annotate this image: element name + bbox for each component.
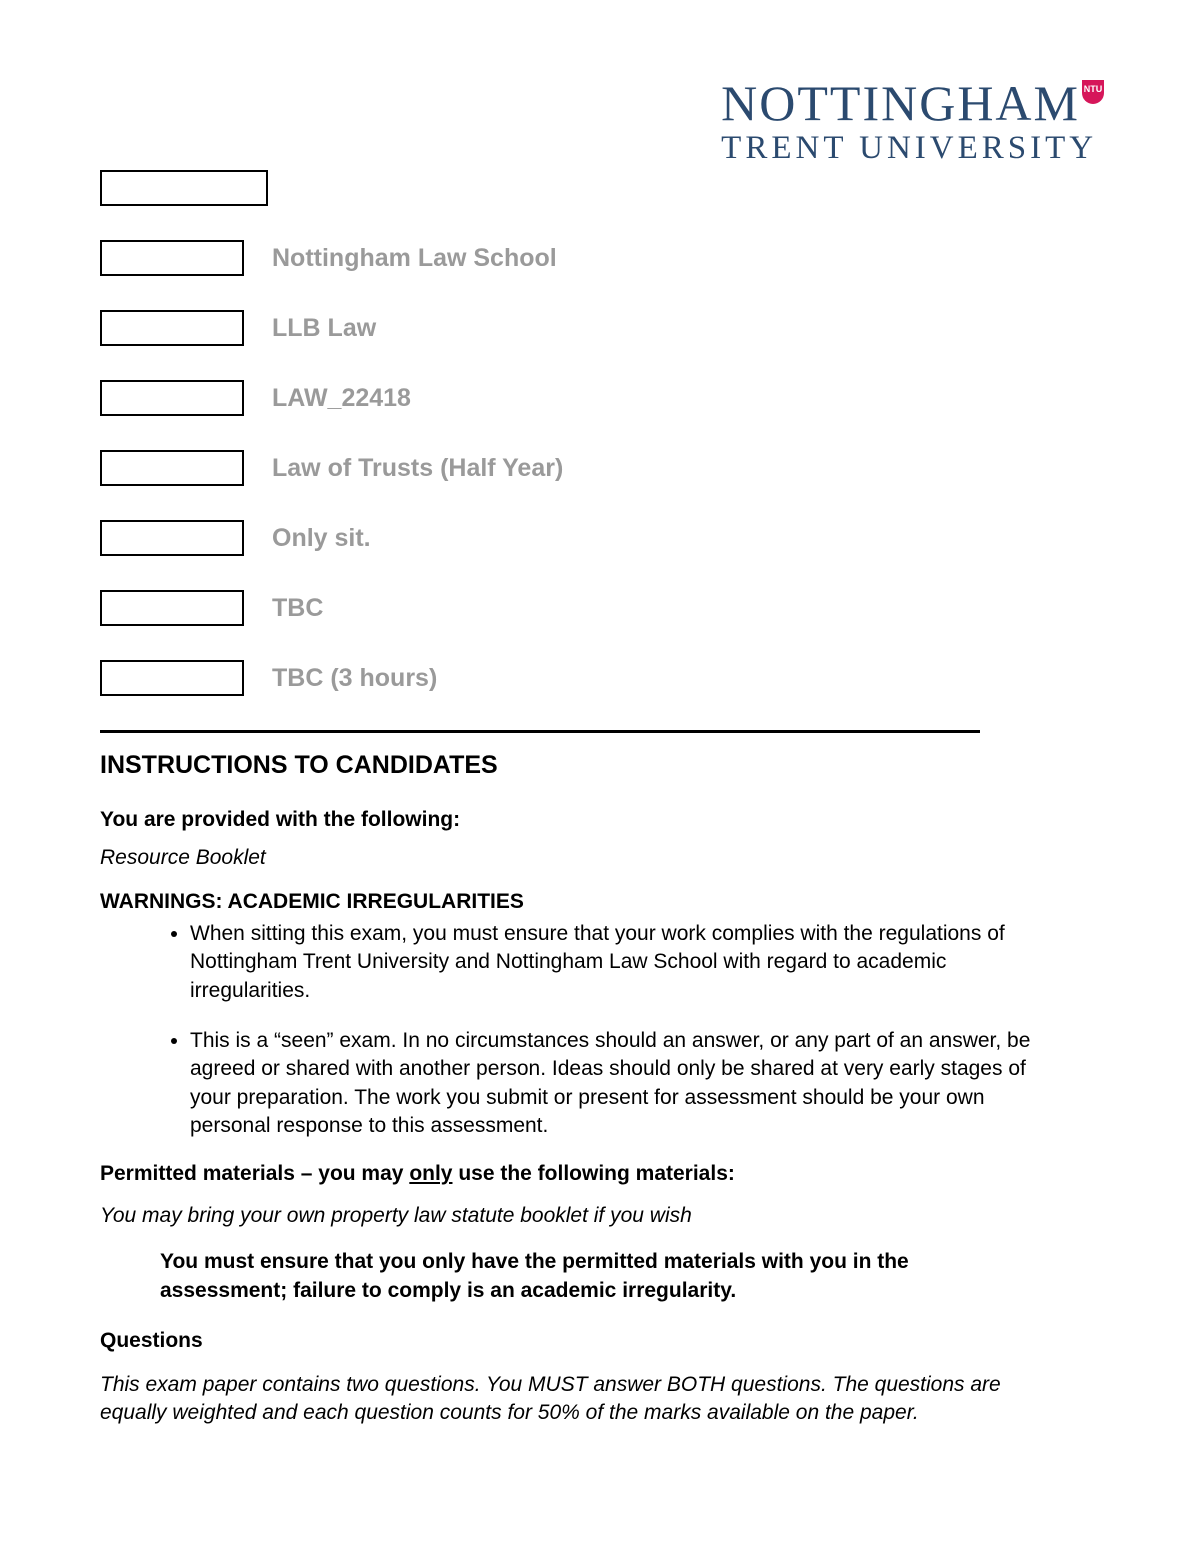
field-label: LAW_22418 (272, 384, 411, 413)
field-box[interactable] (100, 590, 244, 626)
warning-item: When sitting this exam, you must ensure … (190, 920, 1100, 1005)
form-row: LLB Law (100, 310, 1100, 346)
logo-line-2: TRENT UNIVERSITY (721, 130, 1104, 167)
form-row: TBC (3 hours) (100, 660, 1100, 696)
form-row (100, 170, 1100, 206)
form-row: Only sit. (100, 520, 1100, 556)
warnings-heading: WARNINGS: ACADEMIC IRREGULARITIES (100, 890, 1100, 914)
field-box[interactable] (100, 170, 268, 206)
field-box[interactable] (100, 450, 244, 486)
logo-text-1: NOTTINGHAM (721, 75, 1080, 131)
warnings-list: When sitting this exam, you must ensure … (100, 920, 1100, 1140)
field-box[interactable] (100, 240, 244, 276)
field-box[interactable] (100, 520, 244, 556)
exam-cover-page: NOTTINGHAMNTU TRENT UNIVERSITY Nottingha… (0, 0, 1200, 1553)
provided-heading: You are provided with the following: (100, 808, 1100, 832)
permitted-heading: Permitted materials – you may only use t… (100, 1162, 1100, 1186)
questions-heading: Questions (100, 1329, 1100, 1353)
divider (100, 730, 980, 733)
field-label: TBC (3 hours) (272, 664, 437, 693)
university-logo: NOTTINGHAMNTU TRENT UNIVERSITY (721, 78, 1104, 167)
field-label: Only sit. (272, 524, 371, 553)
warning-item: This is a “seen” exam. In no circumstanc… (190, 1027, 1100, 1140)
instructions-heading: INSTRUCTIONS TO CANDIDATES (100, 751, 1100, 780)
provided-item: Resource Booklet (100, 846, 1100, 870)
field-label: TBC (272, 594, 323, 623)
field-box[interactable] (100, 310, 244, 346)
form-row: Nottingham Law School (100, 240, 1100, 276)
must-ensure-text: You must ensure that you only have the p… (160, 1248, 1100, 1305)
form-row: TBC (100, 590, 1100, 626)
field-label: LLB Law (272, 314, 376, 343)
field-label: Law of Trusts (Half Year) (272, 454, 563, 483)
questions-body: This exam paper contains two questions. … (100, 1371, 1100, 1428)
logo-badge-icon: NTU (1082, 80, 1104, 104)
form-row: Law of Trusts (Half Year) (100, 450, 1100, 486)
permitted-suffix: use the following materials: (452, 1162, 734, 1185)
permitted-prefix: Permitted materials – you may (100, 1162, 409, 1185)
permitted-only: only (409, 1162, 452, 1185)
field-label: Nottingham Law School (272, 244, 557, 273)
field-box[interactable] (100, 660, 244, 696)
permitted-item: You may bring your own property law stat… (100, 1204, 1100, 1228)
form-row: LAW_22418 (100, 380, 1100, 416)
header-form-fields: Nottingham Law School LLB Law LAW_22418 … (100, 170, 1100, 696)
field-box[interactable] (100, 380, 244, 416)
logo-line-1: NOTTINGHAMNTU (721, 78, 1104, 132)
